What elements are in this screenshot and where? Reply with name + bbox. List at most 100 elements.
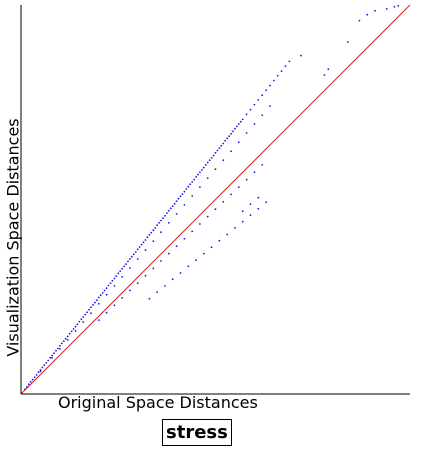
- data-point: [276, 74, 279, 77]
- data-point: [109, 282, 112, 284]
- data-point: [171, 205, 174, 208]
- data-point: [144, 274, 147, 277]
- data-point: [82, 316, 85, 318]
- data-point: [220, 144, 223, 147]
- data-point: [152, 240, 155, 243]
- data-point: [97, 319, 100, 321]
- data-point: [39, 369, 42, 371]
- data-point: [156, 291, 159, 293]
- data-point: [218, 239, 221, 242]
- data-point: [210, 246, 213, 249]
- data-point: [245, 113, 248, 116]
- data-point: [117, 272, 120, 275]
- data-point: [175, 245, 178, 248]
- data-point: [74, 330, 77, 332]
- data-point: [257, 196, 260, 199]
- data-point: [166, 212, 168, 215]
- data-point: [41, 366, 44, 369]
- data-point: [171, 278, 174, 281]
- data-point: [241, 220, 244, 223]
- data-point: [80, 318, 83, 321]
- data-point: [84, 313, 87, 316]
- data-point: [228, 135, 231, 138]
- data-point: [160, 231, 162, 234]
- data-point: [86, 311, 88, 314]
- data-point: [35, 374, 38, 376]
- data-point: [158, 221, 161, 224]
- data-point: [222, 142, 225, 145]
- data-point: [366, 13, 369, 16]
- data-point: [230, 132, 233, 135]
- data-point: [162, 217, 164, 220]
- data-point: [107, 284, 110, 287]
- data-point: [152, 229, 155, 232]
- data-point: [167, 221, 170, 224]
- data-point: [105, 311, 108, 314]
- data-point: [187, 265, 190, 268]
- data-point: [97, 296, 100, 299]
- data-point: [397, 4, 400, 7]
- chart-title: stress: [162, 419, 232, 446]
- data-point: [115, 275, 118, 277]
- data-point: [136, 282, 139, 284]
- data-point: [144, 249, 147, 252]
- data-point: [111, 279, 114, 282]
- data-point: [121, 276, 123, 278]
- data-point: [31, 378, 34, 381]
- identity-line: [20, 4, 411, 395]
- data-point: [129, 258, 131, 260]
- data-point: [64, 337, 67, 340]
- data-point: [125, 263, 127, 265]
- data-point: [236, 125, 238, 128]
- data-point: [183, 237, 186, 240]
- data-point: [167, 252, 170, 255]
- data-point: [164, 214, 166, 217]
- data-point: [39, 370, 42, 373]
- data-point: [237, 186, 240, 189]
- data-point: [27, 383, 30, 386]
- data-point: [214, 208, 217, 211]
- data-point: [177, 197, 180, 200]
- data-point: [222, 200, 225, 203]
- data-point: [385, 7, 388, 10]
- data-point: [179, 272, 182, 274]
- data-point: [323, 74, 326, 76]
- data-point: [136, 258, 139, 260]
- data-point: [214, 151, 217, 154]
- data-point: [245, 132, 248, 134]
- data-point: [214, 168, 217, 171]
- data-point: [269, 84, 271, 87]
- data-point: [374, 9, 376, 12]
- data-point: [218, 147, 221, 150]
- data-point: [129, 289, 131, 292]
- data-point: [234, 227, 236, 229]
- data-point: [167, 209, 170, 212]
- data-point: [90, 306, 92, 309]
- data-point: [33, 376, 36, 379]
- data-point: [101, 292, 104, 294]
- data-point: [346, 41, 349, 43]
- data-point: [189, 183, 192, 186]
- data-point: [127, 260, 129, 263]
- data-point: [78, 320, 81, 323]
- data-point: [191, 181, 194, 183]
- data-point: [97, 302, 100, 305]
- data-point: [146, 236, 149, 239]
- data-point: [237, 141, 240, 144]
- data-point: [199, 171, 201, 174]
- data-point: [206, 161, 209, 164]
- data-point: [204, 164, 207, 166]
- data-point: [105, 287, 108, 290]
- data-point: [169, 207, 172, 210]
- data-point: [195, 176, 198, 178]
- data-point: [249, 214, 252, 217]
- data-point: [103, 289, 106, 292]
- data-point: [253, 171, 256, 174]
- data-point: [99, 294, 102, 297]
- data-point: [90, 312, 92, 314]
- data-point: [82, 321, 85, 323]
- data-point: [51, 354, 53, 357]
- data-point: [92, 304, 94, 306]
- data-point: [249, 203, 252, 206]
